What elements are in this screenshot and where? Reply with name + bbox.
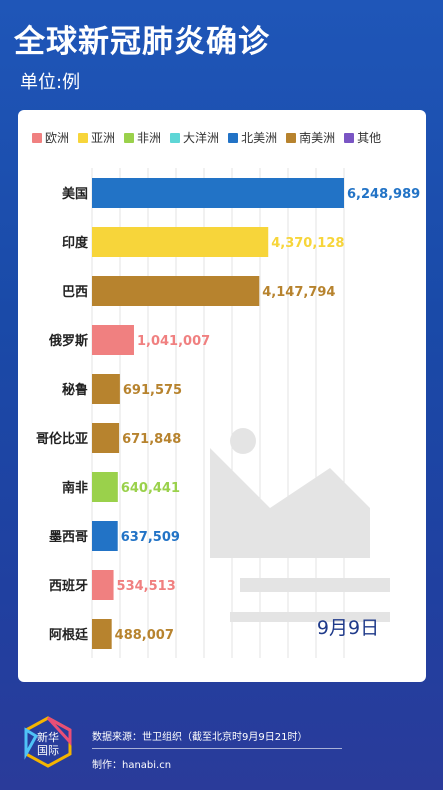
category-label: 俄罗斯 <box>48 333 88 349</box>
bar <box>92 570 114 600</box>
legend-label: 大洋洲 <box>183 131 220 145</box>
legend-item: 南美洲 <box>286 129 335 146</box>
chart-panel: 欧洲 亚洲 非洲 大洋洲 北美洲 南美洲 其他 美国 6,248,989 印度 4,370,128… <box>18 110 426 682</box>
bar <box>92 423 120 453</box>
category-label: 哥伦比亚 <box>36 431 88 447</box>
legend-item: 大洋洲 <box>170 129 219 146</box>
legend-item: 欧洲 <box>32 129 69 146</box>
value-label: 4,147,794 <box>262 285 335 300</box>
category-label: 美国 <box>62 186 88 202</box>
value-label: 6,248,989 <box>347 187 420 202</box>
legend-label: 其他 <box>357 131 382 145</box>
value-label: 488,007 <box>115 628 174 643</box>
legend-swatch <box>78 132 89 143</box>
category-label: 秘鲁 <box>62 382 88 398</box>
legend-label: 欧洲 <box>45 131 70 145</box>
legend-item: 北美洲 <box>228 129 277 146</box>
category-label: 巴西 <box>62 285 88 300</box>
legend-item: 其他 <box>344 129 381 146</box>
value-label: 4,370,128 <box>271 236 344 251</box>
legend-swatch <box>170 132 181 143</box>
category-label: 南非 <box>62 480 88 496</box>
bar <box>92 374 120 404</box>
data-source: 数据来源：世卫组织（截至北京时9月9日21时） <box>92 732 308 743</box>
logo-text-2: 国际 <box>37 744 59 757</box>
legend-swatch <box>286 132 297 143</box>
legend-label: 南美洲 <box>299 131 336 145</box>
legend-label: 北美洲 <box>241 131 278 145</box>
logo-text-1: 新华 <box>37 730 59 744</box>
category-label: 印度 <box>62 235 89 251</box>
bar <box>92 521 118 551</box>
value-label: 691,575 <box>123 383 182 398</box>
bar <box>92 178 344 208</box>
legend-swatch <box>344 132 355 143</box>
bar <box>92 472 118 502</box>
legend-swatch <box>124 132 135 143</box>
footer-divider <box>92 748 342 749</box>
date-annotation: 9月9日 <box>317 617 379 639</box>
legend: 欧洲 亚洲 非洲 大洋洲 北美洲 南美洲 其他 <box>32 129 381 146</box>
value-label: 534,513 <box>117 579 176 594</box>
legend-swatch <box>228 132 239 143</box>
page-title: 全球新冠肺炎确诊 <box>14 24 270 60</box>
bar-chart: 美国 6,248,989 印度 4,370,128 巴西 4,147,794 俄罗斯 1,04… <box>36 168 420 658</box>
hospital-bed-icon <box>210 428 390 622</box>
legend-item: 非洲 <box>124 129 161 146</box>
value-label: 640,441 <box>121 481 180 496</box>
category-label: 阿根廷 <box>49 627 89 643</box>
category-label: 墨西哥 <box>49 529 88 545</box>
legend-label: 非洲 <box>137 131 162 145</box>
value-label: 637,509 <box>121 530 180 545</box>
bar <box>92 325 134 355</box>
unit-label: 单位:例 <box>20 72 81 93</box>
legend-item: 亚洲 <box>78 129 115 146</box>
value-label: 1,041,007 <box>137 334 210 349</box>
category-label: 西班牙 <box>49 578 88 594</box>
bar <box>92 276 260 306</box>
legend-swatch <box>32 132 42 143</box>
bar <box>92 619 112 649</box>
legend-label: 亚洲 <box>91 131 116 145</box>
credit: 制作：hanabi.cn <box>92 760 172 771</box>
bar <box>92 227 269 257</box>
xinhua-logo-icon: 新华 国际 <box>24 716 72 768</box>
value-label: 671,848 <box>122 432 181 447</box>
